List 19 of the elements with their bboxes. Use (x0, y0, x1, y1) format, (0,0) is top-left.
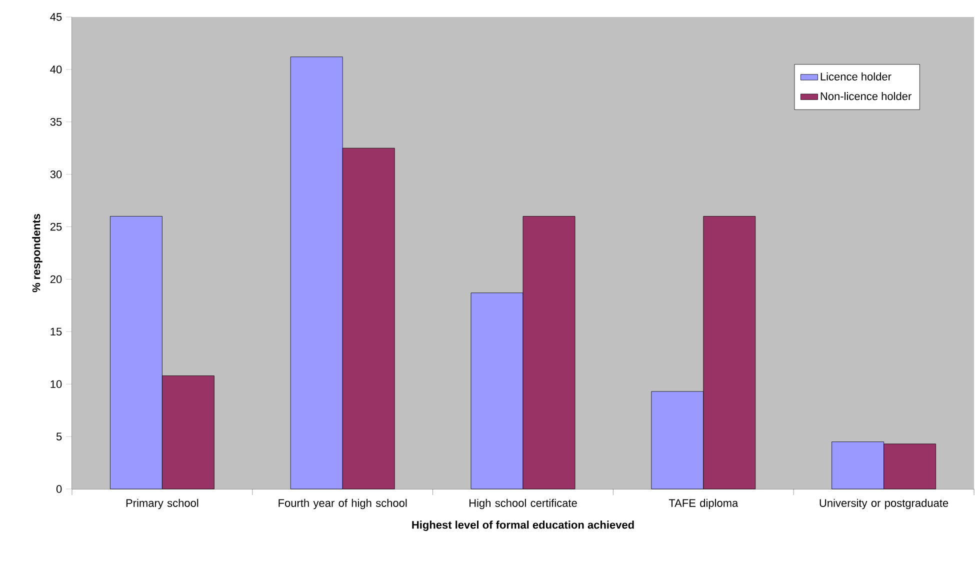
y-tick-label: 45 (50, 13, 62, 21)
y-tick-label: 40 (50, 66, 62, 74)
legend-label: Licence holder (820, 72, 892, 80)
y-tick-label: 25 (50, 222, 62, 231)
y-tick-label: 20 (50, 275, 62, 284)
x-tick-label: Fourth year of high school (278, 498, 407, 510)
y-tick-label: 35 (50, 118, 62, 126)
x-tick-label: High school certificate (469, 498, 577, 510)
x-tick-label: TAFE diploma (668, 498, 738, 510)
y-tick-label: 10 (50, 380, 62, 388)
y-tick-label: 0 (56, 485, 62, 493)
y-axis-title: % respondents (32, 214, 42, 292)
x-tick-label: Primary school (126, 498, 198, 510)
y-tick-label: 5 (56, 432, 62, 440)
y-tick-label: 15 (50, 328, 62, 336)
x-tick-label: University or postgraduate (820, 498, 948, 510)
legend-label: Non-licence holder (820, 92, 912, 100)
y-tick-label: 30 (50, 170, 62, 178)
x-axis-title: Highest level of formal education achieved (412, 520, 634, 531)
